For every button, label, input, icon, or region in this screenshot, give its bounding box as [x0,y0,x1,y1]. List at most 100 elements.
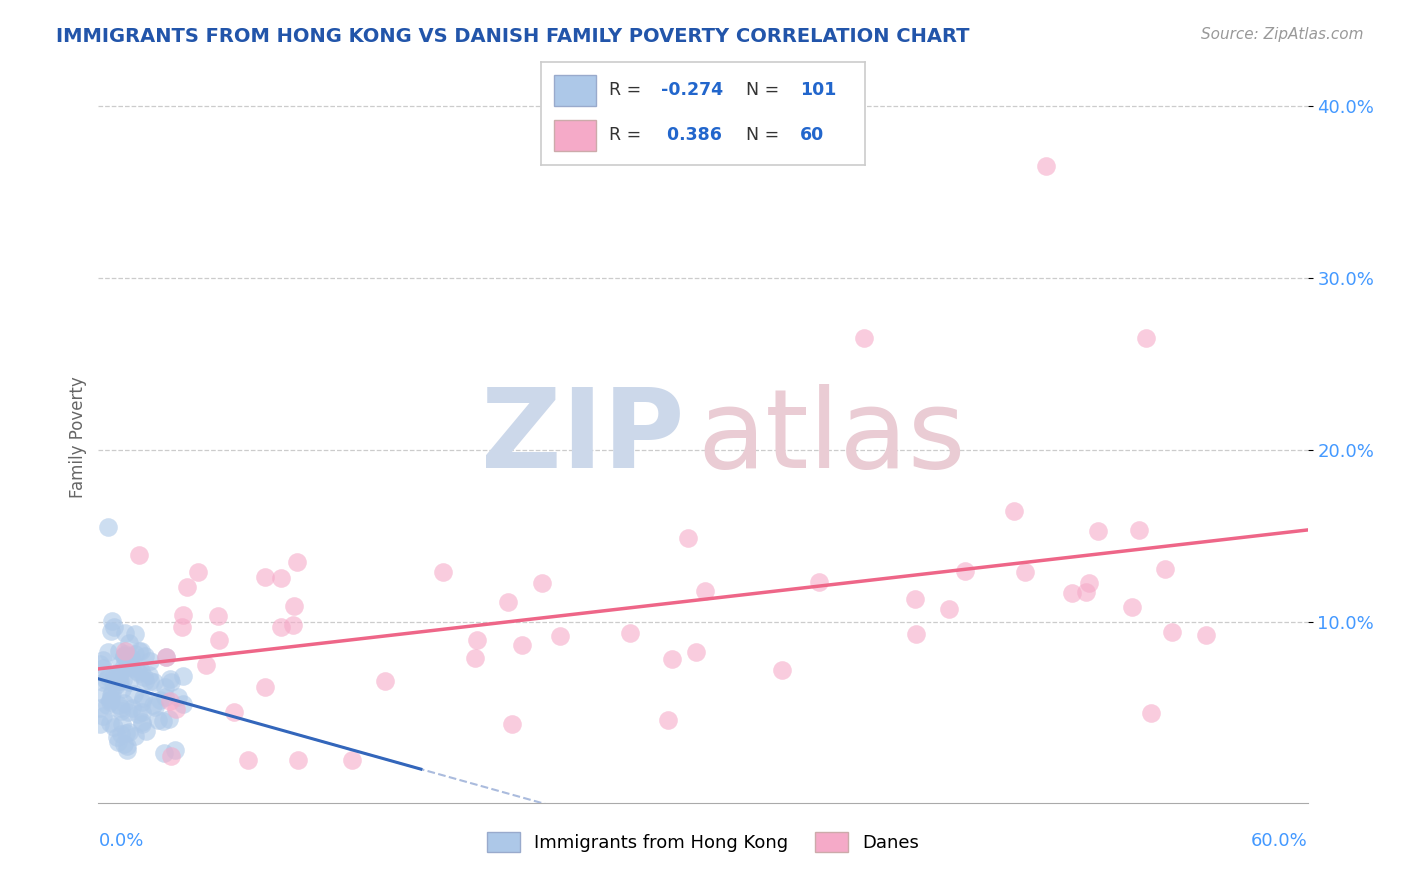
Point [103,668,125,682]
Point [172,697,194,711]
Point [1062,585,1084,599]
Point [101,686,124,700]
Point [131,715,153,730]
Point [208,632,231,647]
Point [108,674,131,689]
Point [195,658,218,673]
Point [134,673,156,688]
Point [149,693,172,707]
Point [281,617,304,632]
Point [97,670,120,684]
Point [118,636,141,650]
Point [904,627,927,641]
Point [132,691,155,706]
Point [89,717,111,731]
Point [131,716,153,731]
Point [254,570,277,584]
Point [111,717,134,731]
Point [105,731,128,745]
Point [285,555,308,569]
Point [129,644,152,658]
Point [110,704,132,718]
Point [1002,504,1025,518]
Point [97,645,120,659]
Point [172,607,194,622]
Point [1035,159,1057,173]
Point [117,705,139,719]
Point [155,650,177,665]
Point [236,753,259,767]
Point [94,689,117,703]
Point [112,737,135,751]
Y-axis label: Family Poverty: Family Poverty [69,376,87,498]
Point [159,672,181,686]
Point [105,666,128,681]
Point [135,723,157,738]
Point [1135,331,1157,345]
Point [342,753,364,767]
Text: 60.0%: 60.0% [1251,832,1308,850]
FancyBboxPatch shape [554,75,596,105]
Text: N =: N = [735,127,785,145]
Point [91,675,114,690]
Point [142,698,165,712]
Point [270,620,292,634]
Point [100,715,122,730]
Point [1128,523,1150,537]
Point [100,624,122,638]
Point [464,650,486,665]
Point [501,717,523,731]
Point [120,658,142,673]
Point [498,595,520,609]
Point [146,713,169,727]
Point [953,564,976,578]
Point [270,571,292,585]
Point [124,647,146,661]
Point [110,727,132,741]
Point [100,692,122,706]
Point [108,665,131,680]
Point [432,565,454,579]
Point [143,700,166,714]
Point [253,680,276,694]
FancyBboxPatch shape [554,120,596,151]
Point [163,742,186,756]
Point [124,729,146,743]
Point [287,753,309,767]
Point [103,620,125,634]
Point [152,714,174,729]
Point [853,331,876,345]
Point [808,574,831,589]
Point [531,576,554,591]
Point [110,657,132,671]
Point [222,705,245,719]
Point [101,674,124,689]
Point [108,667,131,681]
Point [115,726,138,740]
Point [139,673,162,688]
Point [124,687,146,701]
Point [172,668,194,682]
Point [1014,565,1036,579]
Point [374,674,396,689]
Point [125,664,148,678]
Point [114,644,136,658]
Point [157,712,180,726]
Point [108,644,131,658]
Point [678,531,700,545]
Point [160,675,183,690]
Text: R =: R = [609,81,647,99]
Point [172,620,194,634]
Point [1078,575,1101,590]
Point [121,700,143,714]
Point [1121,599,1143,614]
Point [510,639,533,653]
Point [1195,628,1218,642]
Point [118,724,141,739]
Point [89,657,111,672]
Point [120,650,142,665]
Point [114,647,136,661]
Point [695,583,717,598]
Text: N =: N = [735,81,785,99]
Point [1153,562,1175,576]
